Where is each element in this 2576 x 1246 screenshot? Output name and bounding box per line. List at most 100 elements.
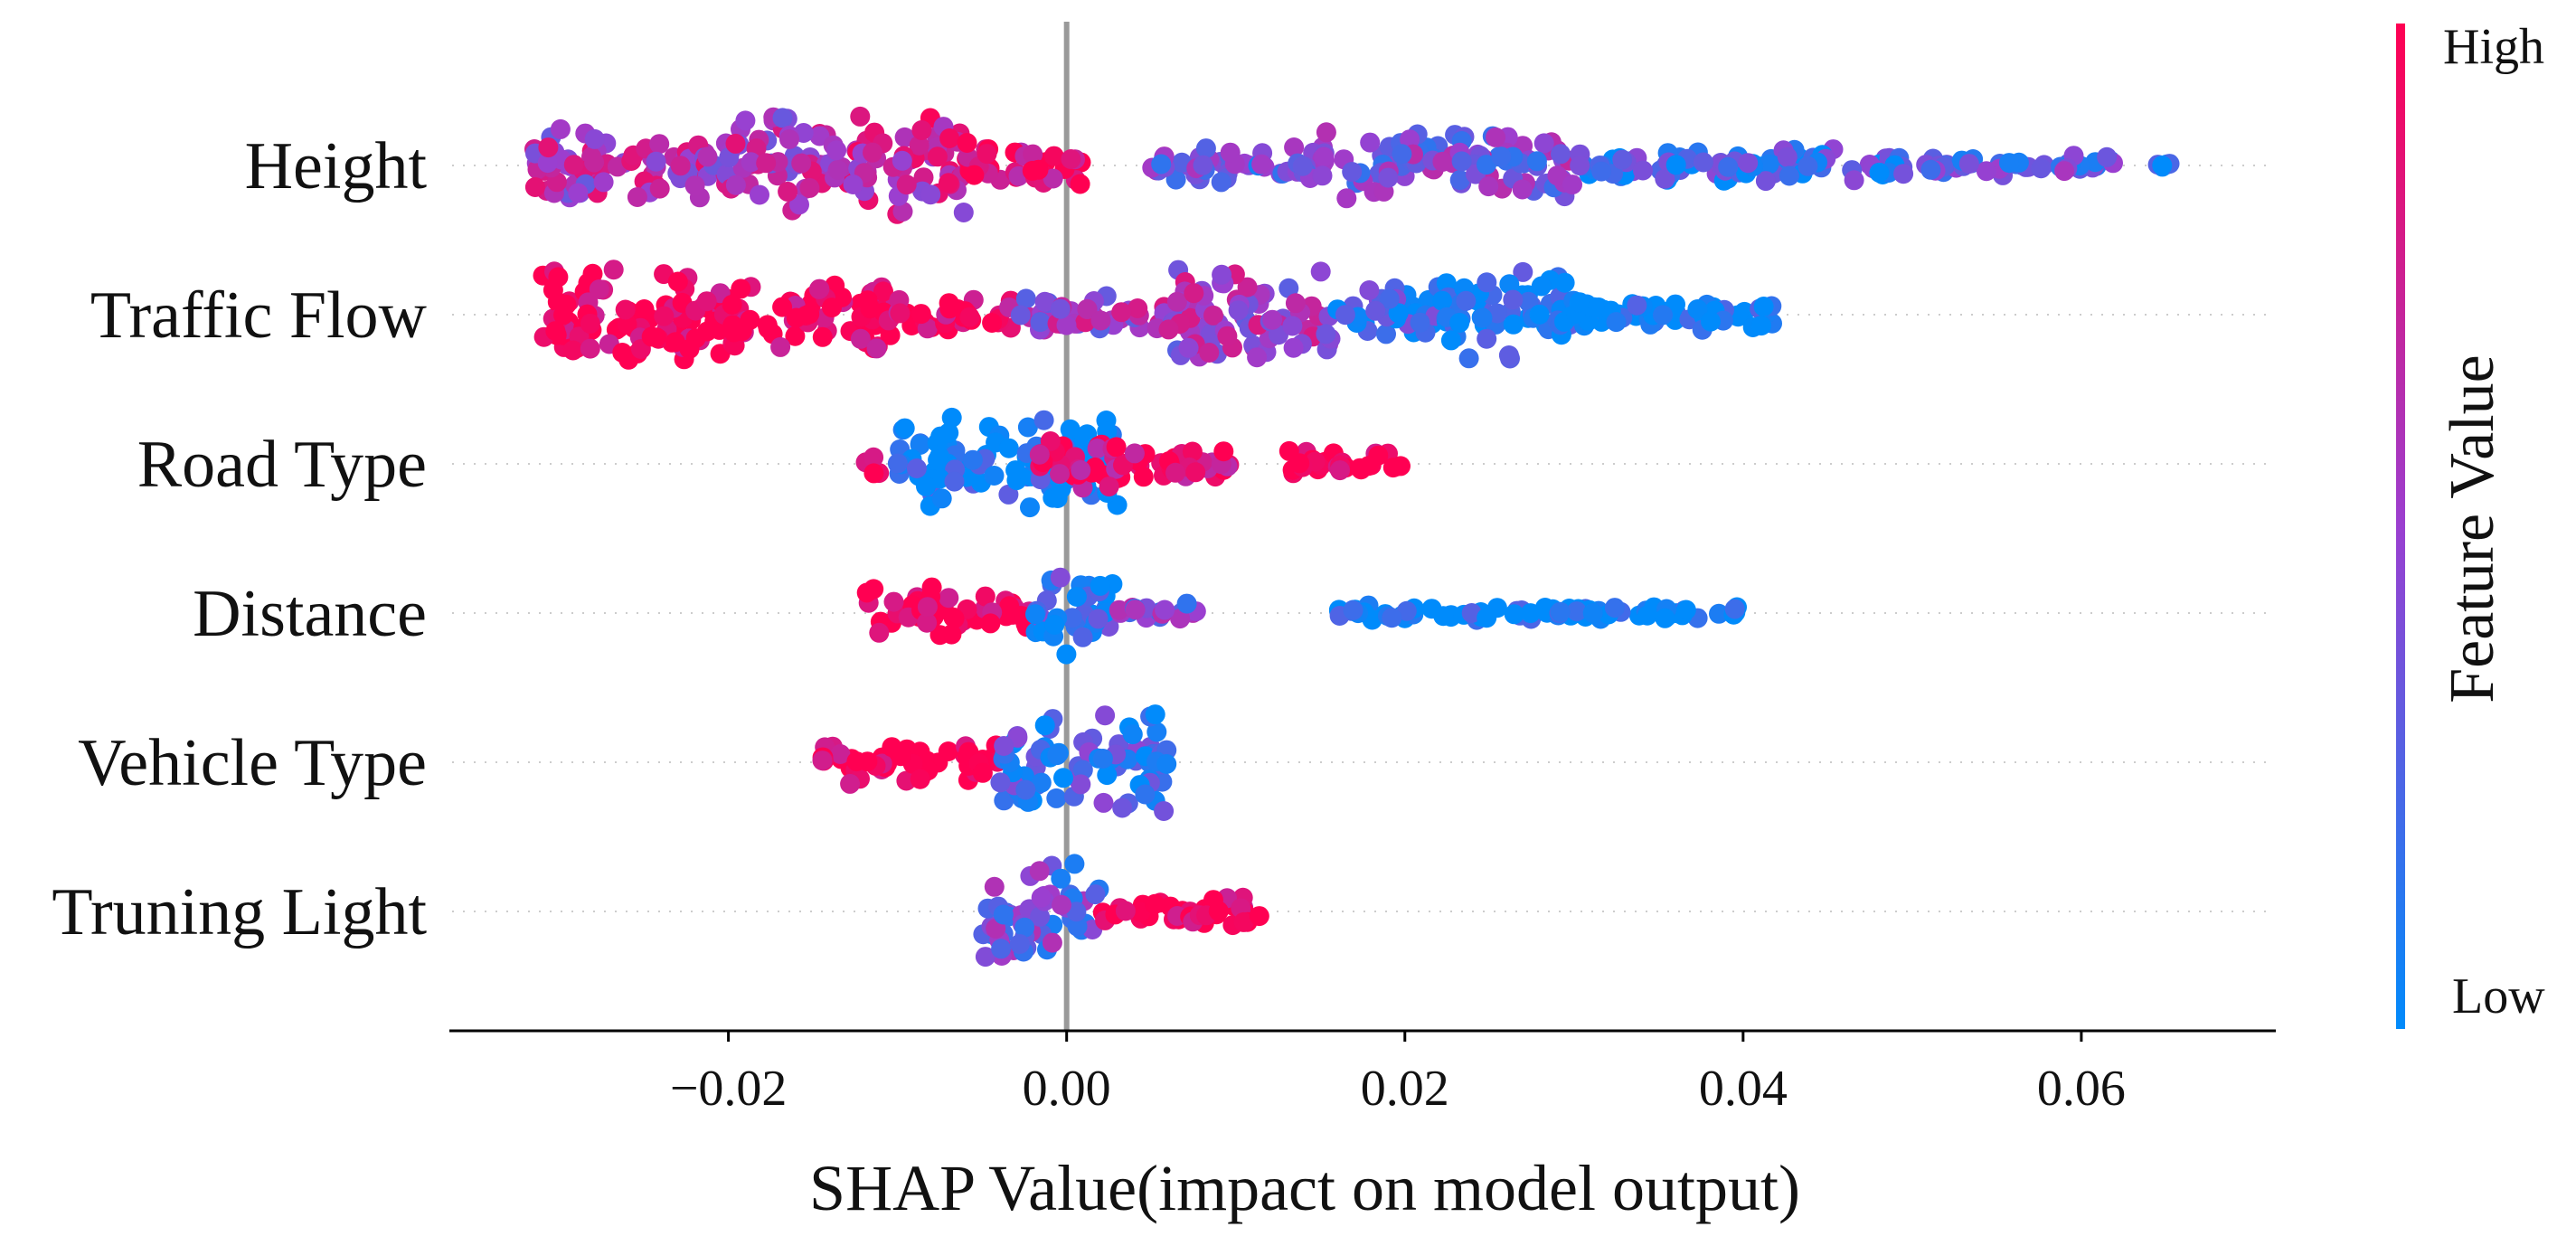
shap-point: [1360, 132, 1381, 153]
x-tick-label: 0.06: [2037, 1061, 2126, 1117]
shap-point: [1520, 603, 1541, 624]
shap-point: [1461, 603, 1482, 623]
shap-point: [1531, 276, 1552, 297]
shap-point: [1199, 343, 1220, 363]
shap-point: [990, 772, 1011, 793]
shap-point: [1637, 605, 1657, 626]
shap-point: [863, 579, 884, 599]
feature-label: Truning Light: [52, 875, 427, 949]
shap-point: [649, 178, 670, 199]
shap-point: [883, 591, 904, 612]
shap-point: [1093, 792, 1114, 813]
shap-point: [1655, 168, 1675, 189]
shap-point: [679, 339, 700, 359]
shap-point: [627, 187, 647, 207]
shap-point: [911, 120, 932, 140]
shap-point: [1151, 154, 1172, 175]
shap-point: [612, 343, 633, 363]
shap-point: [1591, 161, 1612, 182]
shap-point: [589, 279, 609, 299]
shap-point: [1566, 601, 1587, 622]
shap-point: [930, 426, 951, 447]
shap-point: [938, 741, 958, 761]
shap-point: [962, 449, 983, 470]
shap-point: [1724, 599, 1745, 619]
shap-point: [735, 110, 756, 131]
shap-point: [1071, 460, 1091, 480]
shap-point: [772, 297, 793, 317]
shap-point: [772, 108, 793, 128]
shap-point: [1023, 144, 1043, 165]
shap-point: [1090, 575, 1110, 596]
shap-point: [1582, 602, 1603, 623]
shap-point: [1869, 162, 1890, 183]
shap-point: [1213, 441, 1234, 462]
shap-point: [826, 140, 847, 161]
shap-point: [1458, 348, 1479, 369]
shap-point: [1504, 604, 1524, 625]
shap-point: [1612, 149, 1633, 170]
shap-point: [1472, 307, 1493, 328]
shap-point: [1550, 601, 1571, 622]
shap-point: [863, 463, 884, 484]
shap-point: [994, 736, 1014, 756]
shap-point: [1184, 283, 1204, 304]
shap-point: [880, 325, 901, 345]
shap-point: [1314, 146, 1335, 167]
shap-point: [1106, 437, 1127, 458]
shap-point: [1146, 722, 1167, 742]
shap-point: [1456, 290, 1477, 311]
shap-point: [667, 271, 688, 292]
shap-point: [1738, 153, 1759, 174]
shap-point: [1477, 272, 1497, 293]
shap-point: [1570, 292, 1590, 313]
shap-point: [1154, 801, 1175, 821]
shap-point: [1284, 137, 1305, 157]
shap-point: [1066, 587, 1087, 607]
shap-point: [524, 177, 545, 197]
shap-point: [1030, 906, 1051, 927]
shap-point: [1099, 477, 1119, 497]
shap-point: [1193, 155, 1213, 175]
shap-point: [984, 466, 1005, 486]
feature-label: Distance: [193, 577, 427, 651]
shap-point: [944, 471, 965, 492]
shap-point: [1217, 326, 1238, 346]
feature-label: Height: [245, 129, 428, 203]
shap-point: [1165, 462, 1185, 483]
shap-point: [1033, 410, 1054, 430]
shap-point: [1342, 162, 1363, 182]
shap-point: [1040, 431, 1061, 451]
feature-label: Traffic Flow: [90, 278, 428, 353]
shap-point: [563, 155, 584, 175]
shap-point: [696, 291, 717, 312]
shap-point: [779, 129, 799, 149]
shap-point: [991, 939, 1012, 959]
shap-point: [1718, 156, 1739, 177]
shap-point: [1392, 144, 1412, 165]
colorbar-gradient: [2396, 24, 2405, 1029]
shap-point: [545, 321, 566, 342]
shap-point: [1779, 165, 1799, 186]
shap-point: [906, 458, 927, 478]
shap-point: [830, 744, 851, 764]
shap-point: [1158, 319, 1179, 340]
shap-point: [562, 340, 583, 361]
shap-point: [941, 407, 962, 428]
shap-point: [1020, 497, 1040, 518]
shap-point: [1312, 165, 1333, 186]
shap-point: [670, 156, 691, 176]
shap-point: [1753, 297, 1774, 316]
shap-point: [1251, 154, 1272, 175]
shap-point: [840, 773, 861, 794]
shap-point: [909, 135, 929, 156]
shap-point: [1526, 151, 1547, 172]
shap-point: [910, 769, 930, 789]
shap-point: [1440, 330, 1461, 351]
shap-point: [1365, 300, 1386, 321]
shap-point: [731, 278, 751, 299]
shap-point: [1379, 288, 1400, 309]
shap-point: [939, 588, 959, 609]
shap-point: [1070, 174, 1090, 194]
shap-point: [791, 153, 812, 174]
